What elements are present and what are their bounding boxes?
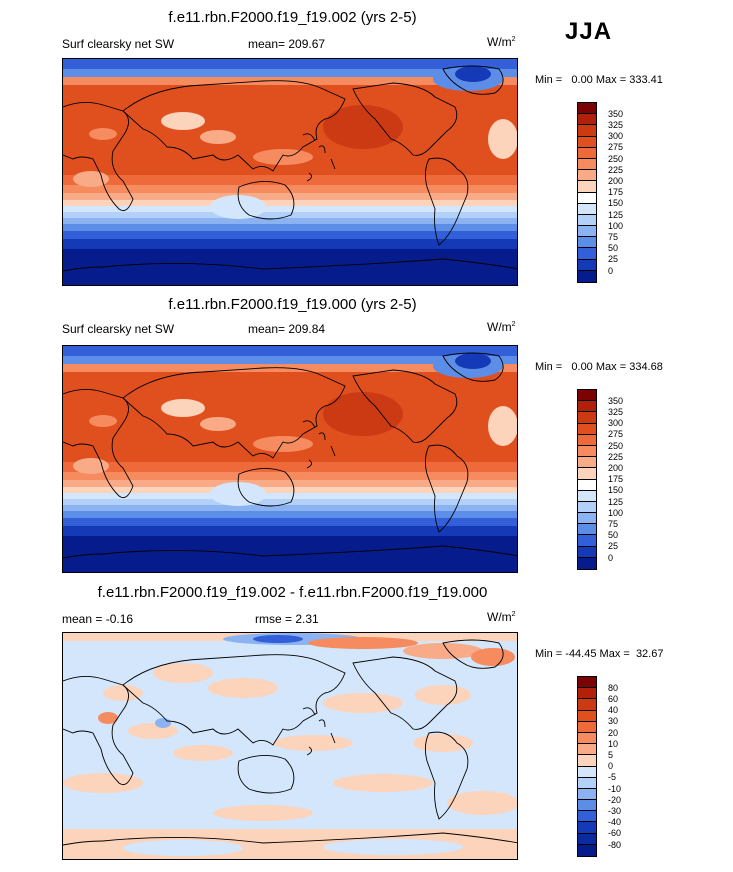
colorbar-tick: -80 [608,840,622,850]
colorbar-tick: 75 [608,519,619,529]
colorbar-tick: 325 [608,120,624,130]
panel-1-lat-bands [63,59,517,285]
panel-3-anomalies [63,633,517,859]
colorbar-tick: -60 [608,828,622,838]
panel-2-coastlines [63,352,517,559]
panel-1-variable-label: Surf clearsky net SW [62,37,175,51]
colorbar-tick: 350 [608,109,624,119]
panel-3-title: f.e11.rbn.F2000.f19_f19.002 - f.e11.rbn.… [97,584,488,601]
panel-3-units: W/m2 [487,610,516,624]
colorbar-tick: 30 [608,716,619,726]
colorbar-tick: 75 [608,232,619,242]
panel-1-minmax: Min = 0.00 Max = 333.41 [535,74,663,86]
colorbar-tick: 275 [608,142,624,152]
colorbar-tick: 200 [608,176,624,186]
panel-3-mean-label: mean = -0.16 [62,612,134,626]
panel-2-variable-label: Surf clearsky net SW [62,322,175,336]
colorbar-tick: 100 [608,508,624,518]
colorbar-tick: -20 [608,795,622,805]
panel-3-map [62,632,518,860]
panel-1-coastlines [63,65,517,272]
panel-2-map [62,345,518,573]
panel-1-colorbar [577,102,597,283]
panel-1-units: W/m2 [487,35,516,49]
colorbar-tick: 150 [608,198,624,208]
colorbar-tick: 10 [608,739,619,749]
colorbar-tick: 350 [608,396,624,406]
colorbar-tick: 25 [608,541,619,551]
colorbar-tick: 300 [608,131,624,141]
colorbar-tick: 250 [608,154,624,164]
colorbar-tick: 5 [608,750,614,760]
panel-3-colorbar [577,676,597,857]
panel-2-mean-label: mean= 209.84 [248,322,326,336]
colorbar-tick: 250 [608,441,624,451]
colorbar-tick: 225 [608,452,624,462]
panel-2-units: W/m2 [487,320,516,334]
colorbar-tick: 300 [608,418,624,428]
panel-2-features [73,353,517,506]
colorbar-tick: 150 [608,485,624,495]
panel-1-title: f.e11.rbn.F2000.f19_f19.002 (yrs 2-5) [168,9,417,26]
colorbar-tick: 100 [608,221,624,231]
colorbar-tick: 175 [608,474,624,484]
colorbar-tick: 0 [608,553,614,563]
panel-3-coastlines [63,639,517,846]
panel-1-mean-label: mean= 209.67 [248,37,326,51]
colorbar-tick: 275 [608,429,624,439]
season-label: JJA [565,18,613,45]
colorbar-tick: 125 [608,497,624,507]
colorbar-tick: 175 [608,187,624,197]
panel-3-rmse-label: rmse = 2.31 [255,612,319,626]
colorbar-tick: 325 [608,407,624,417]
colorbar-tick: -30 [608,806,622,816]
colorbar-tick: 25 [608,254,619,264]
panel-2-lat-bands [63,346,517,572]
panel-2-minmax: Min = 0.00 Max = 334.68 [535,361,663,373]
panel-3-minmax: Min = -44.45 Max = 32.67 [535,648,664,660]
colorbar-tick: 60 [608,694,619,704]
panel-2-title: f.e11.rbn.F2000.f19_f19.000 (yrs 2-5) [168,296,417,313]
colorbar-tick: 0 [608,266,614,276]
colorbar-tick: 20 [608,728,619,738]
colorbar-tick: 80 [608,683,619,693]
colorbar-tick: 125 [608,210,624,220]
colorbar-tick: 50 [608,243,619,253]
colorbar-tick: 200 [608,463,624,473]
panel-1-map [62,58,518,286]
panel-2-colorbar [577,389,597,570]
panel-1-features [73,66,517,219]
colorbar-tick: -10 [608,784,622,794]
colorbar-tick: 50 [608,530,619,540]
colorbar-tick: 40 [608,705,619,715]
colorbar-tick: -5 [608,772,617,782]
colorbar-tick: 0 [608,761,614,771]
colorbar-tick: -40 [608,817,622,827]
colorbar-tick: 225 [608,165,624,175]
